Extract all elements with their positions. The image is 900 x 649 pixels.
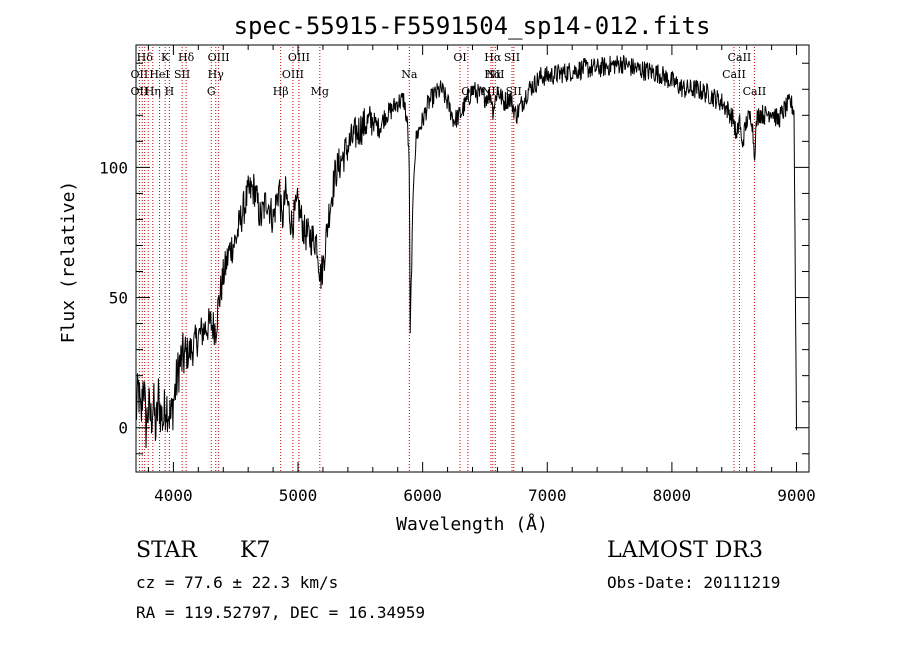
chart-title: spec-55915-F5591504_sp14-012.fits: [234, 12, 711, 40]
y-axis-label: Flux (relative): [58, 181, 79, 344]
spectrum-line: [135, 55, 797, 449]
y-tick-label: 0: [118, 419, 128, 438]
obs-date: Obs-Date: 20111219: [607, 573, 781, 592]
x-tick-label: 4000: [154, 486, 193, 505]
line-label: Hα: [484, 68, 502, 81]
x-tick-label: 7000: [528, 486, 567, 505]
axes: 4000 5000 6000 7000 8000 9000 0 50 100: [99, 45, 816, 505]
line-label: Mg: [311, 85, 329, 98]
plot-frame: [135, 44, 810, 473]
y-tick-label: 100: [99, 158, 128, 177]
line-label: OIII: [282, 68, 304, 81]
line-label: SII: [506, 85, 522, 98]
line-label: NII: [486, 68, 504, 81]
line-label: OII: [131, 85, 149, 98]
line-label: SII: [504, 51, 520, 64]
line-label: NII: [482, 85, 500, 98]
line-label: SII: [174, 68, 190, 81]
line-label: Hγ: [208, 68, 225, 81]
subclass: K7: [240, 538, 271, 563]
line-label: CaII: [743, 85, 767, 98]
y-tick-label: 50: [109, 289, 128, 308]
line-label: CaII: [728, 51, 752, 64]
line-label: OIII: [208, 51, 230, 64]
x-axis-label: Wavelength (Å): [396, 513, 548, 535]
line-label: OIII: [288, 51, 310, 64]
x-tick-label: 5000: [279, 486, 318, 505]
redshift-cz: cz = 77.6 ± 22.3 km/s: [136, 573, 339, 592]
line-markers: [138, 47, 755, 472]
line-label: Na: [401, 68, 418, 81]
x-tick-label: 8000: [653, 486, 692, 505]
coordinates: RA = 119.52797, DEC = 16.34959: [136, 603, 425, 622]
line-label: K: [161, 51, 170, 64]
line-label: Hβ: [273, 85, 289, 98]
object-class: STAR: [136, 538, 197, 563]
line-label: Hα: [484, 51, 502, 64]
x-tick-label: 9000: [777, 486, 816, 505]
line-label: Hδ: [178, 51, 195, 64]
line-label: Hη: [145, 85, 161, 98]
line-label: Hδ: [137, 51, 154, 64]
x-tick-label: 6000: [403, 486, 442, 505]
line-label: H: [165, 85, 175, 98]
line-label: OII: [131, 68, 149, 81]
line-label: CaII: [722, 68, 746, 81]
line-label: OI: [453, 51, 466, 64]
line-label: HeI: [149, 68, 169, 81]
line-label: G: [207, 85, 216, 98]
survey-name: LAMOST DR3: [607, 538, 763, 563]
